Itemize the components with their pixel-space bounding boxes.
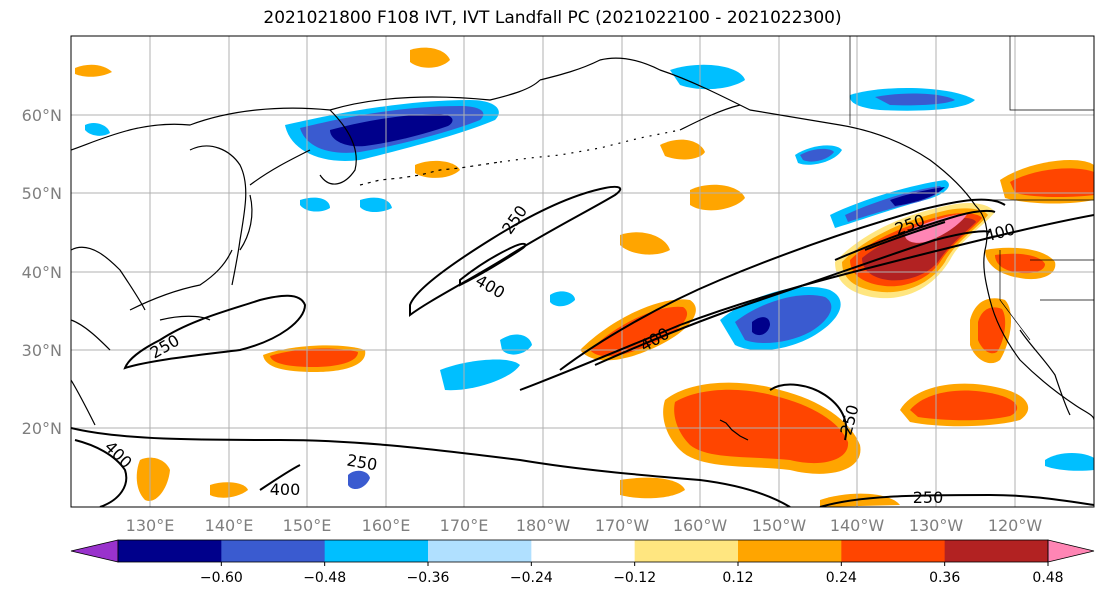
colorbar-extend-high: [1047, 539, 1095, 563]
lon-label: 150°W: [752, 516, 807, 535]
colorbar-tick-label: −0.60: [200, 570, 243, 586]
map-title: 2021021800 F108 IVT, IVT Landfall PC (20…: [263, 8, 842, 28]
latitude-labels: 60°N 50°N 40°N 30°N 20°N: [22, 106, 62, 438]
lon-label: 180°W: [516, 516, 571, 535]
colorbar-tick-label: −0.48: [303, 570, 346, 586]
colorbar-segment: [531, 540, 636, 562]
colorbar-tick-label: 0.48: [1032, 570, 1063, 586]
colorbar-segment: [324, 540, 429, 562]
colorbar-extend-low: [70, 539, 119, 563]
colorbar-outline: [117, 539, 1049, 563]
lon-label: 130°W: [909, 516, 964, 535]
colorbar-tick-label: 0.12: [722, 570, 753, 586]
colorbar-segment: [634, 540, 739, 562]
colorbar-tick-label: 0.36: [929, 570, 960, 586]
lon-label: 170°E: [440, 516, 489, 535]
colorbar-tick-label: −0.12: [613, 570, 656, 586]
colorbar-tick-label: −0.36: [407, 570, 450, 586]
colorbar-segment: [738, 540, 842, 562]
colorbar-segment: [841, 540, 946, 562]
political-borders: [849, 36, 1094, 341]
colorbar-segment: [428, 540, 532, 562]
lon-label: 140°E: [205, 516, 254, 535]
ivt-contours: [71, 185, 1094, 507]
lon-label: 130°E: [126, 516, 175, 535]
map-frame: [70, 35, 1095, 508]
lon-label: 120°W: [988, 516, 1043, 535]
lat-label: 50°N: [22, 184, 62, 203]
longitude-labels: 130°E 140°E 150°E 160°E 170°E 180°W 170°…: [126, 516, 1043, 535]
positive-anomaly-fills: [75, 47, 1094, 507]
contour-label-250-bottom: 250: [913, 488, 944, 507]
coastlines: [71, 57, 1094, 441]
contour-label-400-south: 400: [270, 480, 301, 499]
lat-label: 60°N: [22, 106, 62, 125]
lon-label: 160°W: [673, 516, 728, 535]
lat-label: 30°N: [22, 341, 62, 360]
colorbar-tick-label: −0.24: [510, 570, 553, 586]
colorbar: −0.60 −0.48 −0.36 −0.24 −0.12 0.12 0.24 0.36 0.4…: [70, 539, 1095, 586]
colorbar-segment: [221, 540, 326, 562]
colorbar-tick-label: 0.24: [826, 570, 857, 586]
lon-label: 160°E: [362, 516, 411, 535]
lat-label: 20°N: [22, 419, 62, 438]
lat-label: 40°N: [22, 263, 62, 282]
lon-label: 140°W: [830, 516, 885, 535]
colorbar-segment: [944, 540, 1049, 562]
colorbar-segment: [118, 540, 222, 562]
lon-label: 170°W: [595, 516, 650, 535]
lon-label: 150°E: [283, 516, 332, 535]
